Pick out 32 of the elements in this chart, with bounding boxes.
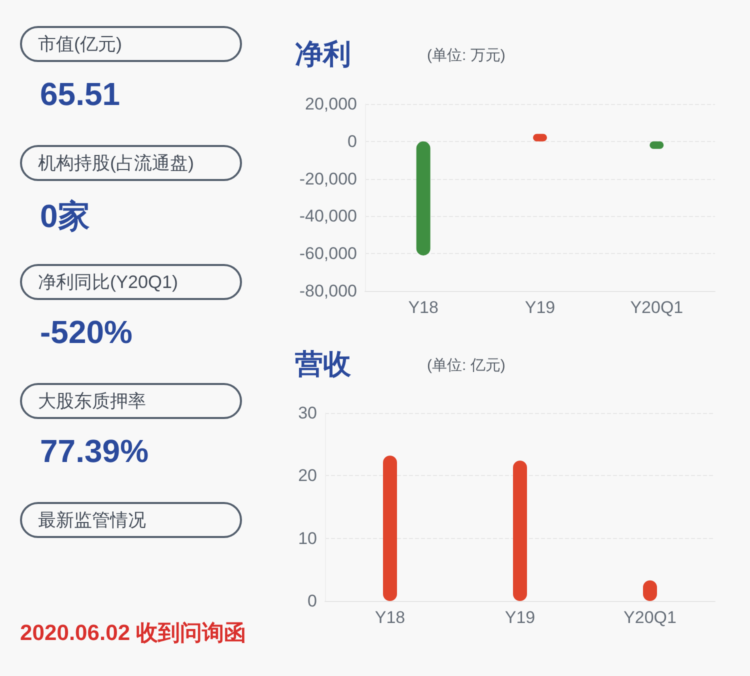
y-tick-label: 20 [298,466,317,486]
text: -520% [40,314,132,351]
chart-subtitle: (单位: 万元) [427,47,506,64]
label-pill: 最新监管情况 [20,502,242,538]
chart-subtitle: (单位: 亿元) [427,357,506,374]
label-pill: 净利同比(Y20Q1) [20,264,242,300]
text: 65.51 [40,76,120,113]
y-tick-label: -40,000 [299,206,357,226]
text: 2020.06.02 收到问询函 [20,619,246,647]
y-tick-label: -20,000 [299,169,357,188]
chart-title: 营收 [294,348,352,380]
text: 0家 [40,197,90,236]
x-tick-label: Y20Q1 [630,298,684,317]
y-tick-label: 0 [348,132,357,151]
bar [513,460,527,601]
text: 77.39% [40,433,149,470]
y-tick-label: -60,000 [299,244,357,264]
label-pill: 市值(亿元) [20,26,242,62]
y-tick-label: 20,000 [305,94,357,114]
y-tick-label: 0 [308,592,317,610]
x-tick-label: Y20Q1 [624,608,676,627]
x-tick-label: Y19 [504,608,536,627]
bar [383,456,397,601]
x-tick-label: Y18 [374,608,406,627]
y-tick-label: -80,000 [299,282,357,300]
y-tick-label: 10 [298,528,317,548]
y-tick-label: 30 [298,404,317,422]
label-pill: 大股东质押率 [20,383,242,419]
x-tick-label: Y18 [408,298,438,317]
label-pill: 机构持股(占流通盘) [20,145,242,181]
x-tick-label: Y19 [524,298,556,317]
chart-title: 净利 [295,38,351,70]
